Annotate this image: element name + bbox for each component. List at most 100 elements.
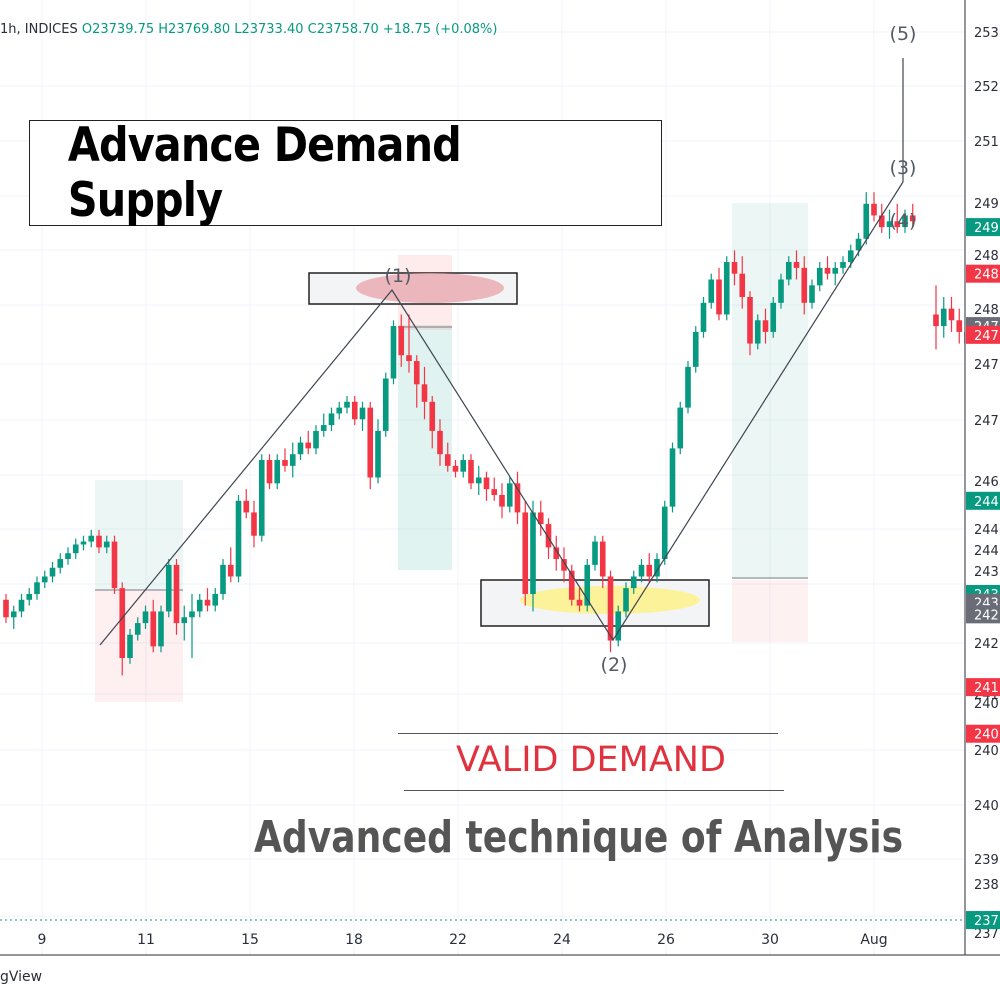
candle bbox=[65, 547, 71, 565]
y-tick-label: 252 bbox=[974, 80, 999, 95]
candle-body bbox=[832, 267, 839, 274]
candle bbox=[297, 436, 304, 461]
candle-body bbox=[692, 331, 699, 367]
candle bbox=[824, 256, 831, 280]
candle bbox=[258, 454, 265, 542]
candle-body bbox=[731, 262, 738, 274]
candle-body bbox=[204, 599, 211, 606]
candle bbox=[96, 529, 102, 554]
price-badge bbox=[966, 264, 1000, 283]
candle bbox=[359, 401, 366, 431]
candle bbox=[956, 308, 963, 344]
candle-body bbox=[623, 588, 629, 612]
candle-body bbox=[871, 203, 877, 216]
candle bbox=[344, 395, 350, 414]
candle bbox=[429, 395, 436, 449]
candle bbox=[871, 192, 877, 222]
candle bbox=[26, 588, 33, 606]
candle bbox=[708, 273, 715, 309]
candle bbox=[561, 547, 567, 583]
y-tick-label: 247 bbox=[974, 414, 999, 429]
candle-body bbox=[72, 544, 79, 554]
candle bbox=[778, 273, 784, 309]
candle bbox=[669, 442, 676, 513]
candle bbox=[460, 454, 467, 478]
candle-body bbox=[778, 279, 784, 303]
candle-body bbox=[444, 454, 451, 466]
candle-body bbox=[41, 576, 48, 583]
candle-body bbox=[189, 611, 195, 618]
candle bbox=[320, 413, 327, 437]
x-tick-label: 22 bbox=[449, 932, 467, 948]
candle bbox=[57, 553, 64, 574]
candle-body bbox=[948, 308, 955, 321]
candle bbox=[909, 203, 916, 228]
candle-body bbox=[840, 262, 846, 268]
candle bbox=[158, 605, 164, 653]
candle-body bbox=[863, 203, 870, 239]
candle bbox=[592, 535, 598, 571]
candle-body bbox=[561, 559, 567, 571]
candle-body bbox=[530, 512, 536, 594]
candle bbox=[173, 559, 180, 635]
valid-demand-top-line bbox=[398, 733, 778, 734]
candle-body bbox=[762, 320, 769, 332]
candle-body bbox=[599, 541, 606, 577]
candle-body bbox=[251, 512, 257, 536]
price-badge-label: 244 bbox=[974, 495, 999, 510]
price-badge-label: 237 bbox=[974, 914, 999, 929]
candle bbox=[739, 256, 746, 309]
candle-body bbox=[491, 489, 498, 495]
candle-body bbox=[514, 483, 521, 513]
price-badge-label: 249 bbox=[974, 221, 999, 236]
candle-body bbox=[723, 262, 730, 315]
candle-body bbox=[801, 267, 808, 303]
candle-body bbox=[103, 541, 110, 548]
candle-body bbox=[855, 238, 862, 251]
candle bbox=[940, 296, 947, 338]
candle-body bbox=[344, 401, 350, 408]
candle bbox=[537, 500, 544, 536]
candle bbox=[468, 454, 474, 490]
y-tick-label: 240 bbox=[974, 799, 999, 814]
candle-body bbox=[34, 582, 40, 594]
candle bbox=[382, 372, 389, 437]
candle-body bbox=[437, 430, 443, 455]
candle bbox=[142, 605, 149, 629]
candle-body bbox=[227, 564, 234, 577]
candle-body bbox=[220, 564, 226, 594]
candle bbox=[522, 500, 529, 606]
price-badge bbox=[966, 678, 1000, 697]
candle bbox=[3, 593, 9, 624]
candle bbox=[506, 477, 513, 513]
candle bbox=[638, 559, 645, 583]
candle bbox=[878, 203, 885, 233]
candle-body bbox=[654, 559, 660, 577]
candle bbox=[491, 477, 498, 501]
candle bbox=[189, 593, 195, 659]
brand-logo-text: gView bbox=[0, 969, 43, 985]
candle-body bbox=[18, 599, 25, 612]
candle-body bbox=[258, 460, 265, 536]
candle-body bbox=[49, 567, 56, 577]
candle-body bbox=[499, 494, 505, 507]
candle bbox=[568, 564, 575, 606]
candle bbox=[700, 296, 707, 338]
y-tick-label: 240 bbox=[974, 697, 999, 712]
price-badge bbox=[966, 218, 1000, 237]
candle-body bbox=[119, 588, 126, 659]
title-box: Advance Demand Supply bbox=[29, 118, 662, 228]
candle-body bbox=[770, 302, 777, 332]
y-tick-label: 242 bbox=[974, 637, 999, 652]
zone-rect bbox=[732, 580, 808, 642]
price-badge-label: 241 bbox=[974, 681, 999, 696]
candle bbox=[413, 355, 420, 408]
candle bbox=[367, 401, 374, 490]
candle-body bbox=[584, 564, 591, 606]
candle bbox=[584, 559, 591, 612]
candle-body bbox=[320, 425, 327, 431]
y-tick-label: 248 bbox=[974, 303, 999, 318]
candle bbox=[677, 401, 684, 455]
candle bbox=[421, 366, 428, 420]
high-value: H23769.80 bbox=[158, 22, 231, 37]
